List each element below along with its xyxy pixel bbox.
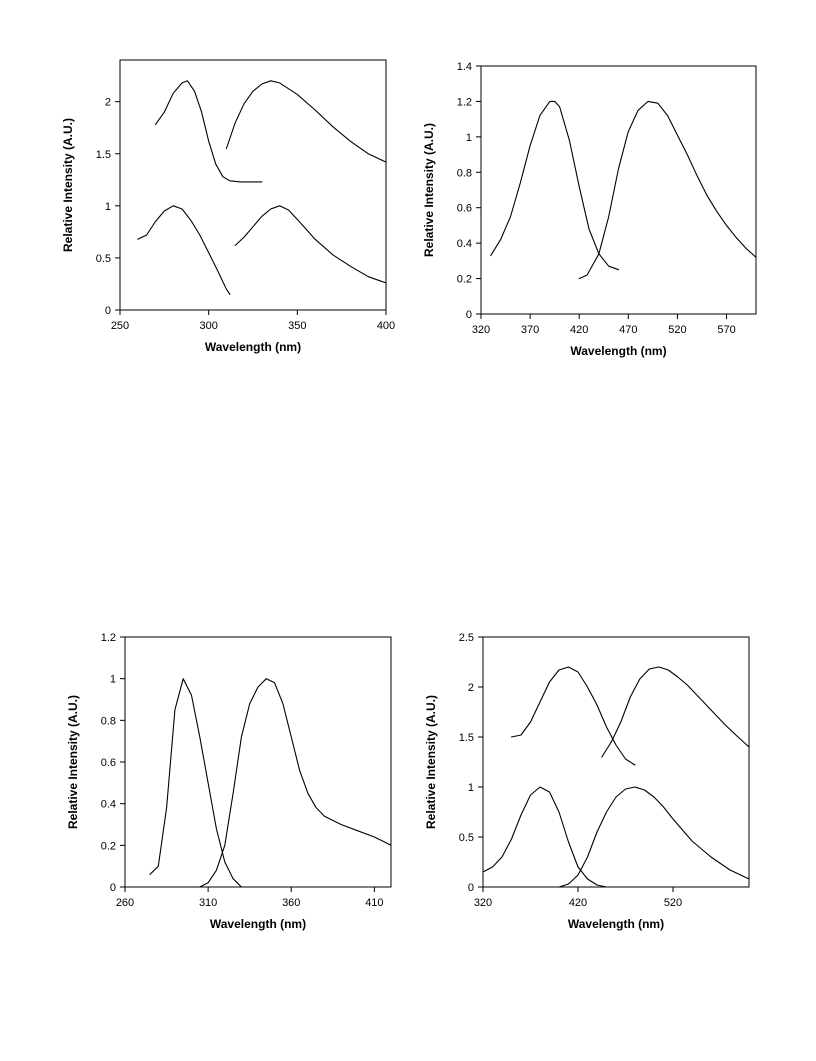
y-axis-label: Relative Intensity (A.U.) [424,695,438,829]
x-tick-label: 420 [570,324,588,336]
y-tick-label: 0.8 [101,715,116,727]
y-tick-label: 0.5 [96,253,111,265]
y-tick-label: 0.6 [457,203,472,215]
x-tick-label: 520 [664,897,682,909]
y-tick-label: 0.2 [457,274,472,286]
x-tick-label: 420 [569,897,587,909]
x-axis-label: Wavelength (nm) [205,340,301,354]
series-line-1 [510,666,636,766]
plot-frame [480,65,757,315]
y-tick-label: 1 [110,674,116,686]
y-tick-label: 0.2 [101,840,116,852]
chart-2: 320 370 420 470 520 570 0 0.2 0.4 0.6 0.8 1 1.2 1.4 Wa… [422,61,757,358]
y-axis-label: Relative Intensity (A.U.) [66,695,80,829]
y-tick-label: 1.4 [457,61,472,73]
y-tick-label: 0 [110,882,116,894]
chart-4: 320 420 520 0 0.5 1 1.5 2 2.5 Wavelength (nm) Rela… [424,632,750,931]
x-tick-label: 570 [717,324,735,336]
plot-frame [482,636,750,888]
y-tick-label: 1 [466,132,472,144]
x-tick-label: 470 [619,324,637,336]
x-tick-label: 250 [111,320,129,332]
y-tick-label: 0.4 [457,238,472,250]
y-tick-label: 1.5 [459,732,474,744]
y-axis-label: Relative Intensity (A.U.) [422,123,436,257]
series-line-2 [578,100,757,280]
series-line-3 [482,786,608,888]
y-tick-label: 1.2 [101,632,116,644]
series-line-4 [234,205,387,284]
x-tick-label: 370 [521,324,539,336]
y-tick-label: 1.2 [457,96,472,108]
x-tick-label: 260 [116,897,134,909]
x-tick-label: 300 [199,320,217,332]
series-line-1 [149,678,242,888]
series-line-3 [137,205,231,295]
plot-frame [124,636,392,888]
x-axis-label: Wavelength (nm) [210,917,306,931]
x-tick-label: 320 [474,897,492,909]
y-tick-label: 1.5 [96,149,111,161]
series-line-2 [601,666,750,758]
y-tick-label: 2 [105,97,111,109]
series-line-2 [225,80,387,163]
plot-frame [119,59,387,311]
x-axis-label: Wavelength (nm) [570,344,666,358]
x-tick-label: 350 [288,320,306,332]
series-line-2 [199,678,392,888]
y-tick-label: 1 [468,782,474,794]
y-tick-label: 0 [466,309,472,321]
y-tick-label: 2.5 [459,632,474,644]
x-tick-label: 400 [377,320,395,332]
chart-1: 250 300 350 400 0 0.5 1 1.5 2 Wavelength (nm) Rela… [61,59,395,354]
y-axis-label: Relative Intensity (A.U.) [61,118,75,252]
y-tick-label: 1 [105,201,111,213]
x-tick-label: 520 [668,324,686,336]
x-tick-label: 310 [199,897,217,909]
y-tick-label: 0 [468,882,474,894]
y-tick-label: 0 [105,305,111,317]
series-line-4 [558,786,750,888]
x-tick-label: 320 [472,324,490,336]
chart-3: 260 310 360 410 0 0.2 0.4 0.6 0.8 1 1.2 Wavelength … [66,632,392,931]
y-tick-label: 0.6 [101,757,116,769]
series-line-1 [154,80,263,183]
x-tick-label: 410 [365,897,383,909]
series-line-1 [490,100,620,271]
x-tick-label: 360 [282,897,300,909]
x-axis-label: Wavelength (nm) [568,917,664,931]
y-tick-label: 0.5 [459,832,474,844]
y-tick-label: 2 [468,682,474,694]
y-tick-label: 0.4 [101,799,116,811]
y-tick-label: 0.8 [457,167,472,179]
